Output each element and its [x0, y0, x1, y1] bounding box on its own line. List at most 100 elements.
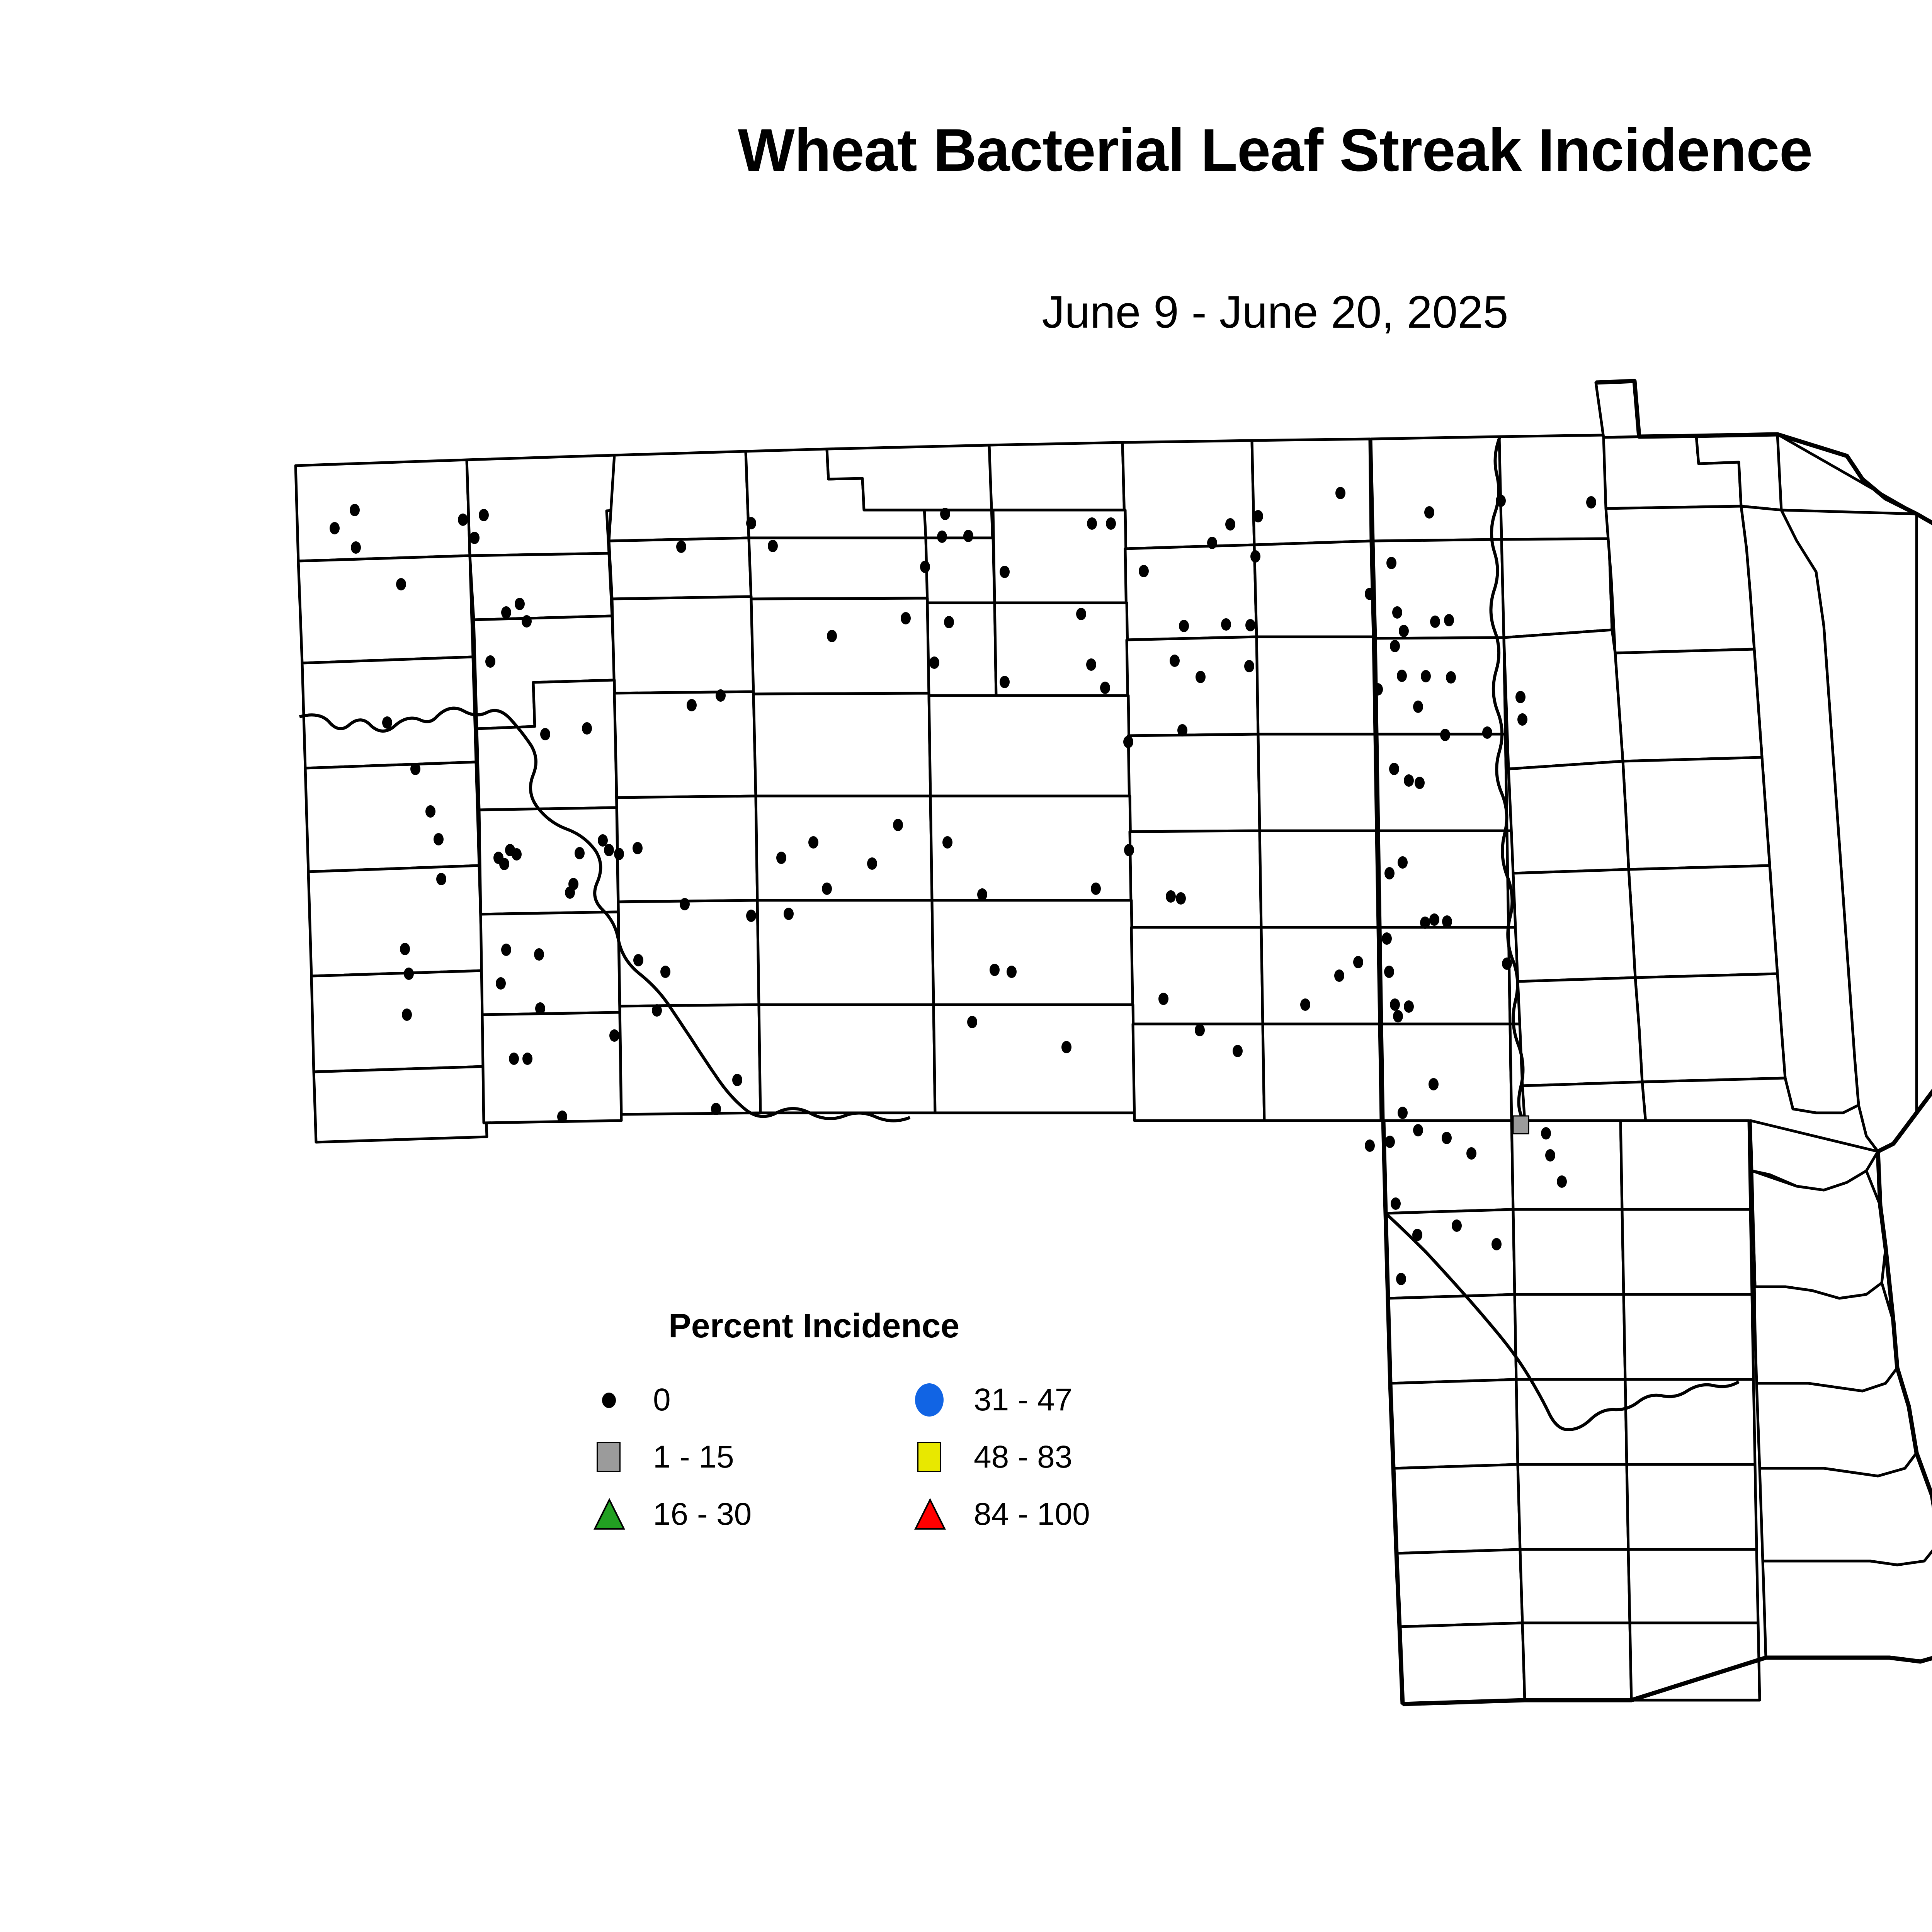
map-data-point[interactable]: [680, 898, 690, 910]
map-data-point[interactable]: [1496, 495, 1506, 507]
map-data-point[interactable]: [940, 508, 950, 520]
map-data-point[interactable]: [944, 616, 954, 628]
map-data-point[interactable]: [1335, 487, 1345, 499]
map-data-point[interactable]: [404, 968, 414, 980]
map-data-point[interactable]: [351, 541, 361, 554]
map-data-point[interactable]: [1492, 1238, 1502, 1250]
map-data-point[interactable]: [822, 883, 832, 895]
map-data-point[interactable]: [1384, 867, 1395, 879]
map-data-point[interactable]: [1087, 517, 1097, 530]
map-data-point[interactable]: [1123, 736, 1133, 748]
map-data-point[interactable]: [1512, 1115, 1529, 1134]
map-data-point[interactable]: [1106, 517, 1116, 530]
map-data-point[interactable]: [1076, 608, 1086, 620]
map-data-point[interactable]: [1541, 1127, 1551, 1139]
map-data-point[interactable]: [1429, 1078, 1439, 1090]
map-data-point[interactable]: [746, 517, 756, 529]
map-data-point[interactable]: [676, 541, 686, 553]
map-data-point[interactable]: [1396, 1273, 1406, 1285]
map-data-point[interactable]: [1207, 537, 1217, 549]
map-data-point[interactable]: [633, 842, 643, 854]
map-data-point[interactable]: [1452, 1219, 1462, 1232]
map-data-point[interactable]: [1515, 691, 1526, 703]
map-data-point[interactable]: [977, 888, 987, 901]
map-data-point[interactable]: [540, 728, 550, 740]
map-data-point[interactable]: [400, 943, 410, 955]
map-data-point[interactable]: [867, 857, 877, 870]
map-data-point[interactable]: [436, 873, 446, 885]
map-data-point[interactable]: [1000, 566, 1010, 578]
map-data-point[interactable]: [1440, 729, 1450, 741]
map-data-point[interactable]: [535, 1002, 545, 1015]
map-data-point[interactable]: [1195, 1024, 1205, 1036]
map-data-point[interactable]: [942, 836, 952, 849]
map-data-point[interactable]: [1517, 713, 1527, 726]
map-data-point[interactable]: [396, 578, 406, 590]
map-data-point[interactable]: [776, 852, 786, 864]
map-data-point[interactable]: [1430, 616, 1440, 628]
map-data-point[interactable]: [522, 1053, 532, 1065]
map-data-point[interactable]: [920, 561, 930, 573]
map-data-point[interactable]: [382, 716, 392, 729]
map-data-point[interactable]: [1398, 856, 1408, 869]
map-data-point[interactable]: [1502, 957, 1512, 970]
map-data-point[interactable]: [1399, 625, 1409, 637]
map-data-point[interactable]: [1365, 588, 1375, 600]
map-data-point[interactable]: [1384, 966, 1394, 978]
map-data-point[interactable]: [1100, 682, 1110, 694]
map-data-point[interactable]: [609, 1029, 619, 1042]
map-data-point[interactable]: [893, 819, 903, 831]
map-data-point[interactable]: [501, 944, 511, 956]
map-data-point[interactable]: [1373, 683, 1383, 696]
map-data-point[interactable]: [1412, 1229, 1422, 1241]
map-data-point[interactable]: [1413, 1124, 1423, 1136]
map-data-point[interactable]: [1429, 913, 1439, 926]
map-data-point[interactable]: [1442, 915, 1452, 928]
map-data-point[interactable]: [557, 1111, 567, 1123]
map-data-point[interactable]: [1392, 606, 1402, 619]
map-data-point[interactable]: [711, 1103, 721, 1115]
map-data-point[interactable]: [687, 699, 697, 711]
map-data-point[interactable]: [410, 763, 420, 775]
map-data-point[interactable]: [1424, 506, 1434, 519]
map-data-point[interactable]: [1000, 676, 1010, 688]
map-data-point[interactable]: [1158, 993, 1168, 1005]
map-data-point[interactable]: [1365, 1139, 1375, 1152]
map-data-point[interactable]: [1389, 763, 1399, 775]
map-data-point[interactable]: [1557, 1175, 1567, 1188]
map-data-point[interactable]: [1393, 1010, 1403, 1022]
map-data-point[interactable]: [534, 948, 544, 961]
map-data-point[interactable]: [1244, 660, 1254, 672]
map-data-point[interactable]: [598, 834, 608, 847]
map-data-point[interactable]: [732, 1074, 742, 1086]
map-data-point[interactable]: [1421, 670, 1431, 682]
map-data-point[interactable]: [1353, 956, 1363, 968]
map-data-point[interactable]: [990, 964, 1000, 976]
map-data-point[interactable]: [808, 836, 818, 849]
map-data-point[interactable]: [1586, 496, 1596, 509]
map-data-point[interactable]: [350, 504, 360, 516]
map-data-point[interactable]: [1442, 1132, 1452, 1144]
map-data-point[interactable]: [1404, 774, 1414, 787]
map-data-point[interactable]: [1007, 966, 1017, 978]
map-data-point[interactable]: [485, 655, 495, 668]
map-data-point[interactable]: [582, 722, 592, 735]
map-data-point[interactable]: [1444, 614, 1454, 626]
map-data-point[interactable]: [1386, 557, 1396, 569]
map-data-point[interactable]: [746, 910, 756, 922]
map-data-point[interactable]: [458, 514, 468, 526]
map-data-point[interactable]: [1176, 892, 1186, 905]
map-data-point[interactable]: [1253, 510, 1263, 522]
map-data-point[interactable]: [1398, 1107, 1408, 1119]
map-data-point[interactable]: [1390, 640, 1400, 652]
map-data-point[interactable]: [1177, 724, 1187, 736]
map-data-point[interactable]: [1170, 655, 1180, 667]
map-data-point[interactable]: [633, 954, 643, 966]
map-data-point[interactable]: [937, 531, 947, 543]
map-data-point[interactable]: [1233, 1045, 1243, 1057]
map-data-point[interactable]: [1166, 890, 1176, 903]
map-data-point[interactable]: [1466, 1147, 1476, 1160]
map-data-point[interactable]: [434, 833, 444, 845]
map-data-point[interactable]: [1196, 671, 1206, 683]
map-data-point[interactable]: [512, 848, 522, 861]
